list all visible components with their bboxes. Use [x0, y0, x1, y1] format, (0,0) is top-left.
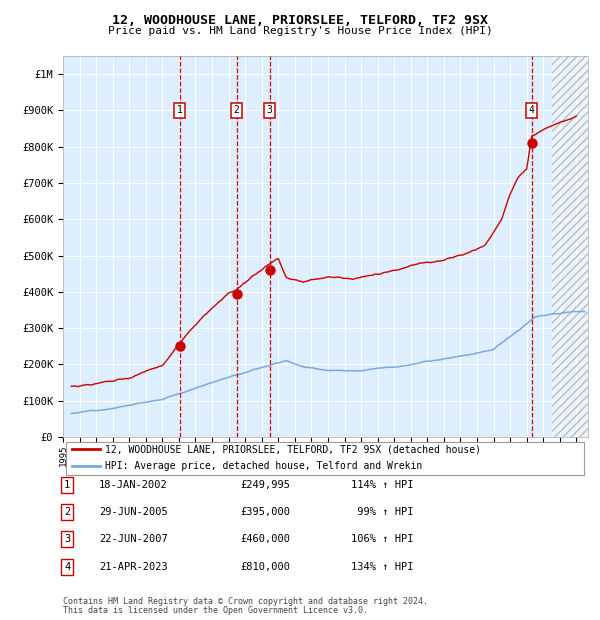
- Text: 1: 1: [177, 105, 182, 115]
- Text: 134% ↑ HPI: 134% ↑ HPI: [351, 562, 413, 572]
- Text: Price paid vs. HM Land Registry's House Price Index (HPI): Price paid vs. HM Land Registry's House …: [107, 26, 493, 36]
- Bar: [551, 56, 588, 437]
- Text: £249,995: £249,995: [240, 480, 290, 490]
- Text: 12, WOODHOUSE LANE, PRIORSLEE, TELFORD, TF2 9SX: 12, WOODHOUSE LANE, PRIORSLEE, TELFORD, …: [112, 14, 488, 27]
- Text: £460,000: £460,000: [240, 534, 290, 544]
- Text: 3: 3: [266, 105, 272, 115]
- Text: 4: 4: [64, 562, 70, 572]
- Text: 29-JUN-2005: 29-JUN-2005: [99, 507, 168, 517]
- Text: 114% ↑ HPI: 114% ↑ HPI: [351, 480, 413, 490]
- Text: Contains HM Land Registry data © Crown copyright and database right 2024.: Contains HM Land Registry data © Crown c…: [63, 597, 428, 606]
- FancyBboxPatch shape: [65, 441, 584, 475]
- Text: 12, WOODHOUSE LANE, PRIORSLEE, TELFORD, TF2 9SX (detached house): 12, WOODHOUSE LANE, PRIORSLEE, TELFORD, …: [105, 444, 481, 454]
- Text: HPI: Average price, detached house, Telford and Wrekin: HPI: Average price, detached house, Telf…: [105, 461, 422, 471]
- Text: £395,000: £395,000: [240, 507, 290, 517]
- Text: 22-JUN-2007: 22-JUN-2007: [99, 534, 168, 544]
- Bar: [551, 56, 588, 437]
- Text: £810,000: £810,000: [240, 562, 290, 572]
- Text: 99% ↑ HPI: 99% ↑ HPI: [351, 507, 413, 517]
- Text: 21-APR-2023: 21-APR-2023: [99, 562, 168, 572]
- Text: This data is licensed under the Open Government Licence v3.0.: This data is licensed under the Open Gov…: [63, 606, 368, 615]
- Text: 4: 4: [529, 105, 535, 115]
- Text: 18-JAN-2002: 18-JAN-2002: [99, 480, 168, 490]
- Text: 3: 3: [64, 534, 70, 544]
- Text: 106% ↑ HPI: 106% ↑ HPI: [351, 534, 413, 544]
- Text: 1: 1: [64, 480, 70, 490]
- Text: 2: 2: [64, 507, 70, 517]
- Bar: [551, 56, 588, 437]
- Text: 2: 2: [234, 105, 239, 115]
